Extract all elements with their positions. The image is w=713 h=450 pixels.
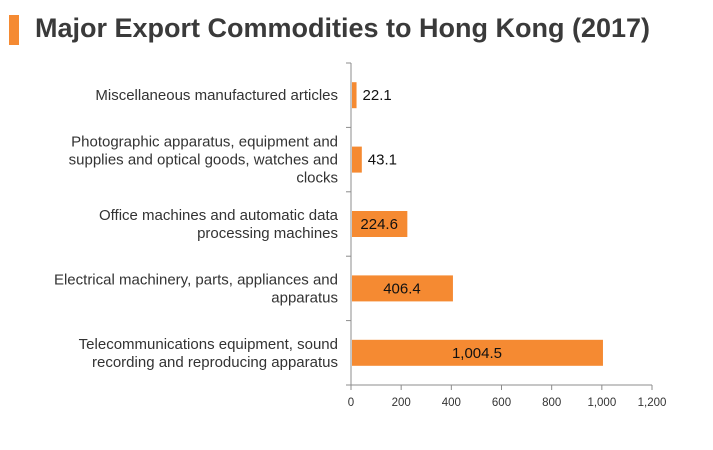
category-label: Telecommunications equipment, sound recor…: [79, 336, 338, 371]
x-tick-label: 600: [492, 397, 511, 409]
category-label: Electrical machinery, parts, appliances …: [54, 271, 338, 306]
x-tick-label: 400: [442, 397, 461, 409]
category-label-line: recording and reproducing apparatus: [92, 354, 338, 371]
x-tick-label: 800: [542, 397, 561, 409]
category-label-line: Telecommunications equipment, sound: [79, 336, 338, 353]
data-label: 1,004.5: [452, 345, 502, 362]
bar: [352, 211, 408, 237]
bar: [352, 82, 357, 109]
x-tick-label: 1,200: [638, 397, 667, 409]
data-label: 224.6: [360, 216, 398, 233]
category-label: Office machines and automatic data proces…: [99, 207, 339, 242]
x-tick-label: 1,000: [587, 397, 616, 409]
category-label-line: Office machines and automatic data: [99, 207, 339, 224]
data-label: 22.1: [363, 87, 392, 104]
bar: [352, 146, 362, 173]
category-label-line: clocks: [296, 170, 338, 187]
category-label-line: supplies and optical goods, watches and: [69, 152, 338, 169]
bar: [352, 339, 603, 366]
data-label: 43.1: [368, 152, 397, 169]
bar: [352, 275, 453, 302]
category-label-line: apparatus: [271, 289, 338, 306]
category-label-line: Electrical machinery, parts, appliances …: [54, 271, 338, 288]
category-label-line: processing machines: [197, 225, 338, 242]
category-label: Photographic apparatus, equipment and sup…: [69, 134, 338, 187]
category-label: Miscellaneous manufactured articles: [95, 87, 338, 104]
x-tick-label: 200: [392, 397, 411, 409]
x-tick-label: 0: [348, 397, 354, 409]
data-label: 406.4: [383, 280, 421, 297]
chart-title: Major Export Commodities to Hong Kong (2…: [35, 13, 651, 43]
category-label-line: Miscellaneous manufactured articles: [95, 87, 338, 104]
title-accent-bar: [9, 15, 19, 45]
category-label-line: Photographic apparatus, equipment and: [71, 134, 338, 151]
